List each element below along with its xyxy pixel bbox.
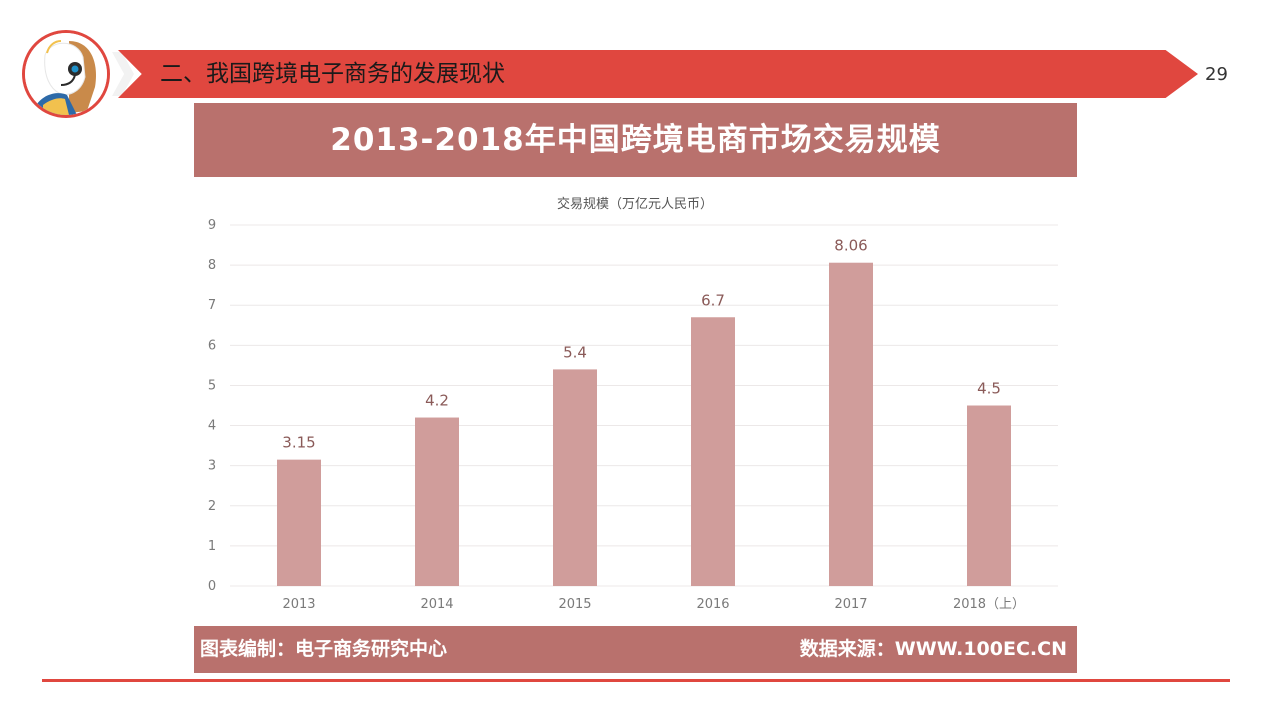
x-tick-label: 2017 [834,597,867,612]
footer-compiler: 图表编制：电子商务研究中心 [200,638,448,660]
chart-legend-label: 交易规模（万亿元人民币） [557,196,713,212]
y-tick-label: 6 [208,338,216,353]
y-tick-label: 7 [208,298,216,313]
bar [967,405,1011,586]
footer-source: 数据来源：WWW.100EC.CN [799,638,1067,660]
x-tick-label: 2014 [420,597,453,612]
customer-service-avatar-icon [25,33,107,115]
y-tick-label: 0 [208,579,216,594]
bar [415,417,459,586]
y-tick-label: 2 [208,499,216,514]
data-label: 4.2 [425,392,449,410]
logo [22,30,110,118]
chart-card: 2013-2018年中国跨境电商市场交易规模 交易规模（万亿元人民币） 0 1 2 3 4… [194,103,1077,673]
chart-title: 2013-2018年中国跨境电商市场交易规模 [330,122,941,158]
x-tick-label: 2013 [282,597,315,612]
chart-title-banner [194,103,1077,177]
y-tick-label: 8 [208,258,216,273]
data-label: 8.06 [834,237,867,255]
bar [277,459,321,586]
data-label: 3.15 [282,434,315,452]
chart-footer: 图表编制：电子商务研究中心 数据来源：WWW.100EC.CN [194,626,1077,673]
data-label: 5.4 [563,343,587,361]
data-label: 4.5 [977,380,1001,398]
y-tick-label: 4 [208,419,216,434]
bar [691,317,735,586]
page-title: 二、我国跨境电子商务的发展现状 [160,61,505,87]
y-tick-label: 1 [208,539,216,554]
x-tick-label: 2018（上） [953,597,1025,612]
title-ribbon [118,50,1198,98]
x-tick-label: 2015 [558,597,591,612]
bar-chart: 交易规模（万亿元人民币） 0 1 2 3 4 5 6 7 8 9 3.15 2013 4.2 2014 5.4… [208,196,1058,612]
y-tick-label: 3 [208,459,216,474]
bar [829,262,873,586]
page-number: 29 [1205,64,1228,85]
data-label: 6.7 [701,291,725,309]
y-tick-label: 5 [208,378,216,393]
bottom-divider [42,679,1230,682]
bar [553,369,597,586]
x-tick-label: 2016 [696,597,729,612]
y-tick-label: 9 [208,218,216,233]
